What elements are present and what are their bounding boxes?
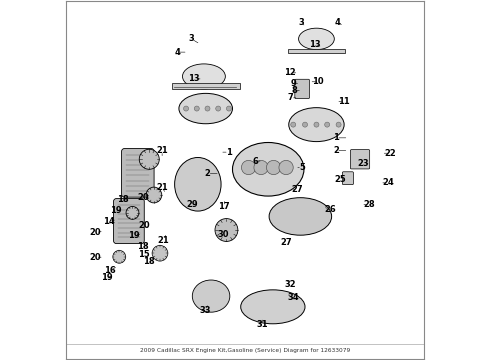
Ellipse shape [241,290,305,324]
Text: 13: 13 [189,75,200,84]
Text: 14: 14 [103,217,115,226]
Text: 24: 24 [382,178,394,187]
Text: 18: 18 [117,195,129,204]
Text: 13: 13 [309,40,320,49]
Text: 17: 17 [219,202,230,211]
Circle shape [205,106,210,111]
Bar [288,49,345,53]
Circle shape [146,187,162,203]
Text: 30: 30 [217,230,229,239]
Text: 32: 32 [285,280,296,289]
Text: 23: 23 [358,159,369,168]
Circle shape [126,206,139,219]
FancyBboxPatch shape [350,150,369,169]
Circle shape [139,149,159,169]
Text: 25: 25 [335,175,346,184]
Circle shape [254,160,268,175]
Circle shape [302,122,308,127]
Circle shape [215,219,238,242]
Text: 11: 11 [339,97,350,106]
Text: 20: 20 [139,221,150,230]
Text: 3: 3 [298,18,304,27]
Circle shape [226,106,231,111]
Text: 20: 20 [90,228,101,237]
Text: 27: 27 [291,185,303,194]
Circle shape [325,122,330,127]
Circle shape [242,160,256,175]
Ellipse shape [269,198,332,235]
Circle shape [279,160,293,175]
Ellipse shape [289,108,344,141]
Text: 4: 4 [334,18,340,27]
Ellipse shape [298,28,334,50]
Text: 1: 1 [226,148,232,157]
Text: 33: 33 [199,306,211,315]
Text: 15: 15 [138,250,150,259]
FancyBboxPatch shape [114,199,144,244]
Text: 26: 26 [324,205,336,214]
Ellipse shape [182,64,225,89]
Circle shape [291,122,296,127]
Text: 2009 Cadillac SRX Engine Kit,Gasoline (Service) Diagram for 12633079: 2009 Cadillac SRX Engine Kit,Gasoline (S… [140,348,350,353]
FancyBboxPatch shape [122,149,154,197]
Text: 16: 16 [104,266,116,275]
Ellipse shape [174,157,221,211]
Text: 10: 10 [313,77,324,86]
Text: 34: 34 [288,293,299,302]
Circle shape [152,246,168,261]
Text: 21: 21 [156,146,168,155]
Ellipse shape [232,143,304,196]
Circle shape [194,106,199,111]
Ellipse shape [179,93,232,124]
Text: 19: 19 [128,231,140,240]
Text: 21: 21 [158,235,170,244]
Text: 8: 8 [292,86,297,95]
Circle shape [267,160,281,175]
Text: 2: 2 [333,146,339,155]
Text: 19: 19 [110,206,122,215]
Text: 12: 12 [285,68,296,77]
Bar [172,83,240,89]
Text: 2: 2 [204,169,210,178]
Text: 6: 6 [253,157,259,166]
Text: 19: 19 [100,273,112,282]
Text: 27: 27 [280,238,292,247]
Text: 4: 4 [174,48,180,57]
Text: 20: 20 [137,193,149,202]
Text: 5: 5 [299,163,305,172]
Circle shape [336,122,341,127]
Text: 22: 22 [385,149,396,158]
FancyBboxPatch shape [295,79,310,99]
Text: 29: 29 [186,200,198,209]
Text: 18: 18 [137,242,149,251]
Text: 9: 9 [291,79,296,88]
Circle shape [314,122,319,127]
Text: 18: 18 [143,257,154,266]
Text: 28: 28 [364,200,375,209]
Circle shape [113,250,126,263]
Text: 21: 21 [156,183,168,192]
FancyBboxPatch shape [343,172,353,185]
Text: 20: 20 [90,253,101,262]
Circle shape [216,106,220,111]
Ellipse shape [192,280,230,312]
Text: 31: 31 [256,320,268,329]
Text: 7: 7 [288,93,294,102]
Text: 3: 3 [189,35,195,44]
Text: 1: 1 [333,133,339,142]
Circle shape [184,106,189,111]
